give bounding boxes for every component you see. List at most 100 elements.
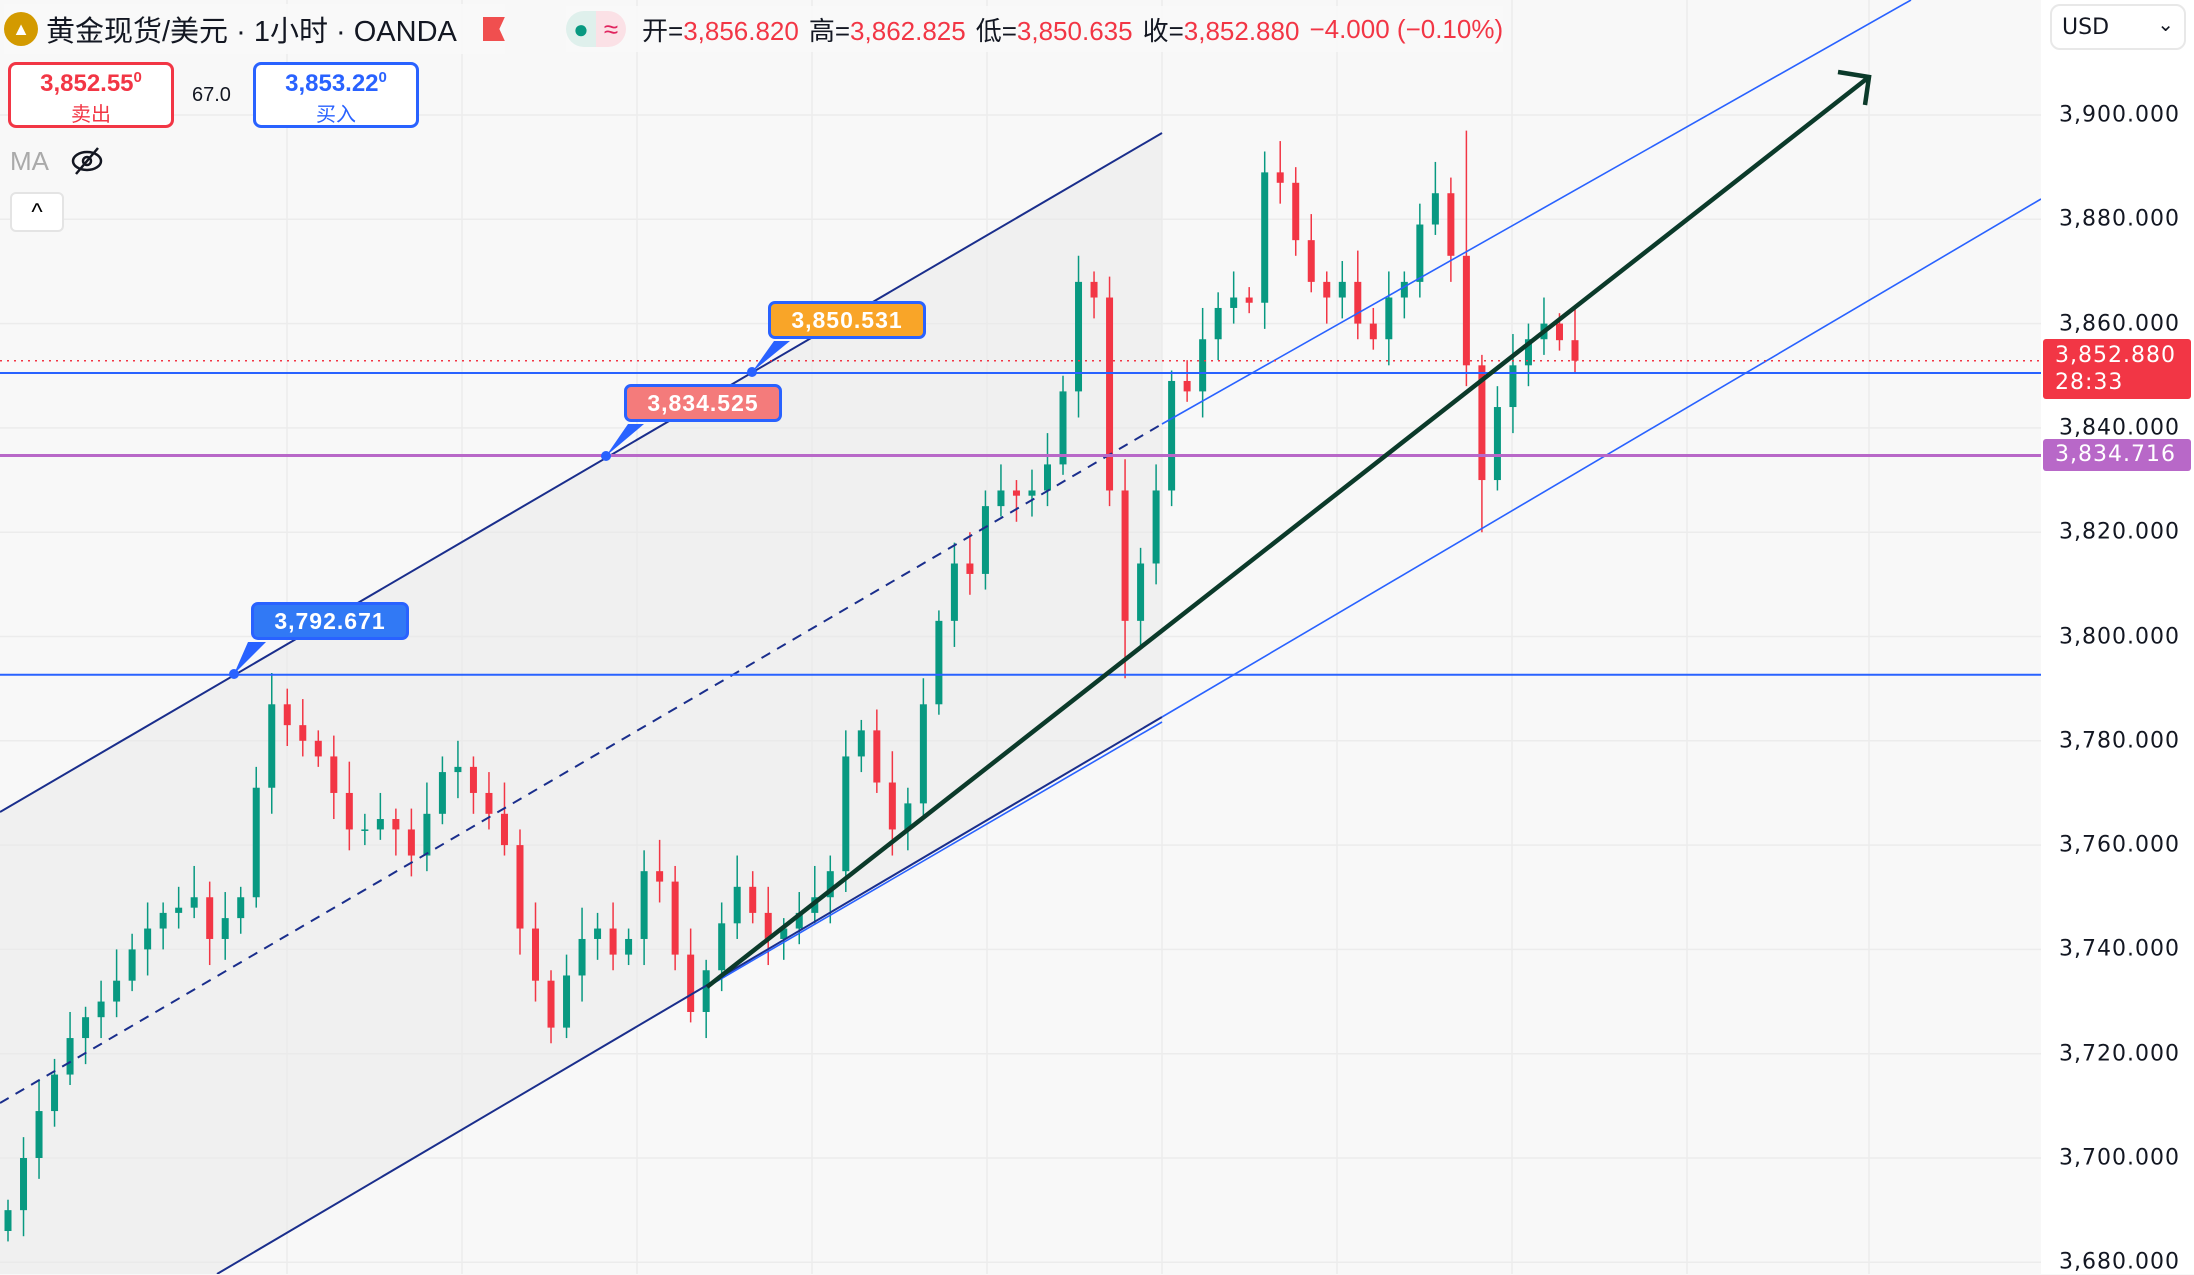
candle bbox=[1028, 469, 1036, 517]
candle bbox=[407, 808, 415, 877]
candle bbox=[1416, 203, 1424, 298]
candle-body bbox=[1431, 193, 1439, 225]
candle-body bbox=[547, 980, 555, 1028]
candle-body bbox=[376, 819, 384, 830]
sell-button[interactable]: 3,852.550 卖出 bbox=[8, 62, 174, 128]
trendline-support-blue[interactable] bbox=[706, 721, 1163, 988]
anchor-point-3792[interactable] bbox=[229, 669, 239, 679]
flag-icon[interactable] bbox=[482, 17, 505, 41]
candle-body bbox=[1199, 339, 1207, 392]
candle bbox=[268, 673, 276, 814]
candle bbox=[1431, 161, 1439, 235]
candle bbox=[1214, 292, 1222, 361]
high-value: 3,862.825 bbox=[850, 15, 966, 46]
candle-body bbox=[656, 871, 664, 882]
candle-body bbox=[1075, 281, 1083, 392]
candle-body bbox=[1369, 323, 1377, 340]
sell-price-sup: 0 bbox=[133, 69, 142, 86]
bar-countdown: 28:33 bbox=[2055, 369, 2124, 395]
candle bbox=[702, 959, 710, 1039]
candle-body bbox=[1509, 365, 1517, 408]
candle bbox=[795, 892, 803, 945]
candle-body bbox=[283, 704, 291, 726]
channel-mid-dashed-line[interactable] bbox=[0, 423, 1163, 1104]
candle bbox=[454, 740, 462, 799]
price-tick: 3,760.000 bbox=[2059, 832, 2180, 858]
price-callout-3792[interactable]: 3,792.671 bbox=[251, 602, 409, 640]
price-axis[interactable]: 3,900.000 3,880.000 3,860.000 3,840.000 3,82… bbox=[2041, 0, 2194, 1275]
anchor-point-3850[interactable] bbox=[747, 367, 757, 377]
candle bbox=[1307, 214, 1315, 293]
candle-body bbox=[268, 704, 276, 788]
candle bbox=[206, 881, 214, 966]
sell-price: 3,852.55 bbox=[40, 70, 134, 97]
channel-upper-line[interactable] bbox=[0, 132, 1163, 813]
candle bbox=[1152, 464, 1160, 585]
price-tick: 3,900.000 bbox=[2059, 102, 2180, 128]
collapse-button[interactable]: ^ bbox=[10, 192, 64, 232]
candle-body bbox=[299, 725, 307, 741]
candle-body bbox=[919, 704, 927, 804]
candle bbox=[1106, 276, 1114, 507]
channel-lower-line[interactable] bbox=[216, 716, 1163, 1274]
symbol-header[interactable]: ▲ 黄金现货/美元 · 1小时 · OANDA bbox=[4, 4, 505, 54]
price-callout-3834[interactable]: 3,834.525 bbox=[624, 384, 782, 422]
trendline-lower-extension[interactable] bbox=[1161, 198, 2042, 718]
trendline-upper-extension[interactable] bbox=[1161, 0, 1912, 425]
candle-body bbox=[113, 980, 121, 1002]
candles bbox=[4, 130, 1579, 1242]
price-tick: 3,880.000 bbox=[2059, 206, 2180, 232]
candle bbox=[190, 865, 198, 919]
candle-body bbox=[1168, 380, 1176, 491]
candle bbox=[345, 761, 353, 851]
candle-body bbox=[206, 897, 214, 939]
candle bbox=[1447, 177, 1455, 282]
wave-icon[interactable]: ≈ bbox=[596, 11, 626, 47]
candle bbox=[547, 970, 555, 1044]
candle-body bbox=[1462, 255, 1470, 366]
candle bbox=[857, 719, 865, 773]
candle-body bbox=[1400, 281, 1408, 298]
candle bbox=[221, 892, 229, 960]
price-tick: 3,820.000 bbox=[2059, 519, 2180, 545]
candle-body bbox=[904, 803, 912, 830]
buy-price-sup: 0 bbox=[378, 69, 387, 86]
candle bbox=[563, 954, 571, 1039]
candle-body bbox=[1106, 297, 1114, 491]
market-open-dot-icon[interactable]: ● bbox=[566, 11, 596, 47]
candle-body bbox=[1012, 490, 1020, 496]
low-field: 低=3,850.635 bbox=[976, 11, 1133, 48]
eye-off-icon[interactable] bbox=[70, 146, 104, 176]
candle bbox=[1261, 151, 1269, 329]
buy-button[interactable]: 3,853.220 买入 bbox=[253, 62, 419, 128]
candle-body bbox=[97, 1001, 105, 1018]
candle bbox=[20, 1137, 28, 1237]
candle-body bbox=[500, 813, 508, 846]
trend-arrow-line[interactable] bbox=[705, 75, 1871, 989]
candle bbox=[1323, 271, 1331, 324]
open-field: 开=3,856.820 bbox=[642, 11, 799, 48]
candle bbox=[1540, 297, 1548, 355]
candle-body bbox=[888, 782, 896, 830]
trend-arrow-head-icon bbox=[1837, 69, 1872, 106]
candle bbox=[935, 610, 943, 715]
status-pill: ● ≈ bbox=[566, 11, 626, 47]
candle bbox=[966, 532, 974, 595]
ma-indicator-label[interactable]: MA bbox=[10, 146, 49, 176]
price-callout-3850[interactable]: 3,850.531 bbox=[768, 301, 926, 339]
candle-body bbox=[1447, 193, 1455, 256]
candle bbox=[97, 980, 105, 1039]
candle-body bbox=[20, 1158, 28, 1211]
candle bbox=[671, 865, 679, 971]
candle bbox=[1090, 271, 1098, 319]
candle-body bbox=[4, 1210, 12, 1232]
candle bbox=[873, 709, 881, 793]
close-value: 3,852.880 bbox=[1183, 15, 1300, 46]
gold-bars-icon: ▲ bbox=[4, 12, 38, 46]
candle-body bbox=[1276, 172, 1284, 183]
candle bbox=[1493, 386, 1501, 491]
candle-body bbox=[625, 938, 633, 955]
candle bbox=[330, 735, 338, 820]
currency-select[interactable]: USD ⌄ bbox=[2050, 4, 2186, 50]
anchor-point-3834[interactable] bbox=[601, 451, 611, 461]
